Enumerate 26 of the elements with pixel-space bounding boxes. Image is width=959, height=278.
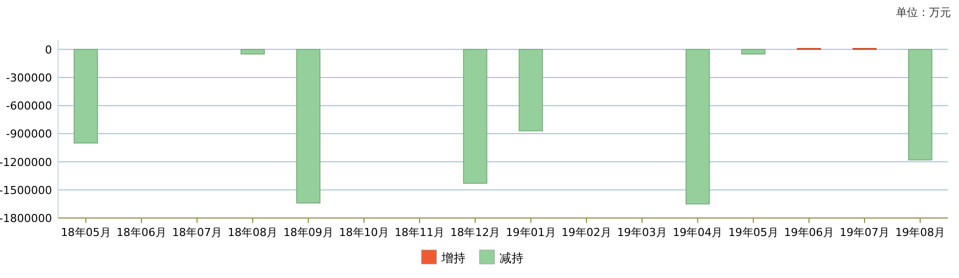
y-tick-label: -900000 [6,128,52,141]
x-tick-label: 19年06月 [784,226,834,239]
x-tick-label: 18年06月 [116,226,166,239]
x-tick-label: 18年11月 [394,226,445,239]
y-tick-label: 0 [45,43,52,56]
text: 单位：万元 [896,6,951,19]
x-tick-label: 19年04月 [672,226,723,239]
legend-label: 增持 [440,251,466,265]
x-tick-label: 18年07月 [172,226,222,239]
x-tick-label: 19年07月 [840,226,890,239]
y-tick-label: -1200000 [0,156,52,169]
x-tick-label: 19年01月 [506,226,556,239]
x-tick-label: 19年05月 [728,226,778,239]
y-tick-label: -300000 [6,71,52,84]
x-tick-label: 18年08月 [228,226,278,239]
y-tick-label: -600000 [6,100,52,113]
x-tick-label: 19年03月 [617,226,668,239]
x-tick-label: 18年09月 [283,226,334,239]
legend-label: 减持 [500,251,524,265]
x-tick-label: 18年10月 [338,226,389,239]
y-tick-label: -1800000 [0,212,52,225]
x-tick-label: 18年12月 [450,226,500,239]
x-tick-label: 19年02月 [561,226,612,239]
x-tick-label: 18年05月 [60,226,111,239]
y-tick-label: -1500000 [0,184,52,197]
x-tick-label: 19年08月 [895,226,946,239]
